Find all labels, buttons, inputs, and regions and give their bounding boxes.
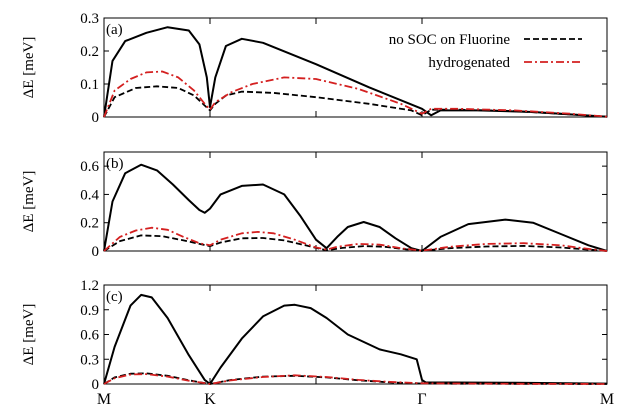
plot-frame — [103, 151, 608, 252]
series-line-full — [103, 163, 608, 252]
y-tick-label: 0.3 — [80, 11, 99, 27]
series-line-no_soc — [103, 85, 608, 118]
x-tick-label: K — [204, 391, 216, 408]
x-tick-label: Γ — [417, 391, 426, 408]
x-tick-label: M — [97, 391, 111, 408]
plot-frame — [103, 284, 608, 385]
y-tick-label: 1.2 — [80, 278, 99, 294]
x-tick-label: M — [600, 391, 614, 408]
y-tick-label: 0 — [92, 110, 100, 126]
y-axis-label: ΔE [meV] — [21, 171, 37, 233]
y-tick-label: 0.2 — [80, 44, 99, 60]
y-tick-label: 0.3 — [80, 352, 99, 368]
y-tick-label: 0.6 — [80, 328, 99, 344]
y-tick-label: 0.2 — [80, 216, 99, 232]
panel-label: (b) — [106, 156, 124, 172]
panel-label: (c) — [106, 289, 123, 305]
panel-b: 0 0.2 0.4 0.6 ΔE [meV] (b) — [21, 151, 608, 260]
series-line-hydrogenated — [103, 70, 608, 118]
series-line-full — [103, 26, 608, 118]
y-tick-label: 0.4 — [80, 187, 99, 203]
y-tick-label: 0.1 — [80, 77, 99, 93]
panel-label: (a) — [106, 22, 123, 38]
y-tick-label: 0 — [92, 377, 100, 393]
series-line-full — [103, 293, 608, 385]
y-tick-label: 0.9 — [80, 303, 99, 319]
y-axis-label: ΔE [meV] — [21, 37, 37, 99]
plot-frame — [103, 17, 608, 118]
panel-c: 0 0.3 0.6 0.9 1.2 ΔE [meV] (c) M K Γ M — [21, 278, 614, 408]
y-tick-label: 0 — [92, 244, 100, 260]
series-line-hydrogenated — [103, 226, 608, 252]
panel-a: 0 0.1 0.2 0.3 ΔE [meV] (a) no SOC on Fluorine h… — [21, 11, 608, 126]
legend-label: no SOC on Fluorine — [389, 32, 511, 48]
series-line-hydrogenated — [103, 373, 608, 385]
legend-label: hydrogenated — [428, 55, 510, 71]
y-tick-label: 0.6 — [80, 159, 99, 175]
y-axis-label: ΔE [meV] — [21, 304, 37, 366]
